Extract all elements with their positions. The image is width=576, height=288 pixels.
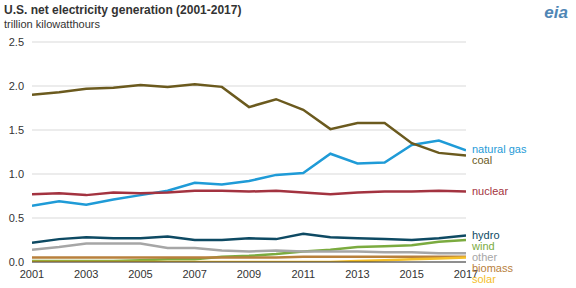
svg-text:biomass: biomass bbox=[472, 262, 513, 274]
svg-text:other: other bbox=[472, 251, 497, 263]
svg-text:2.5: 2.5 bbox=[9, 36, 24, 48]
svg-text:2013: 2013 bbox=[345, 268, 369, 280]
svg-text:hydro: hydro bbox=[472, 229, 500, 241]
svg-text:2007: 2007 bbox=[183, 268, 207, 280]
svg-text:2001: 2001 bbox=[20, 268, 44, 280]
svg-text:coal: coal bbox=[472, 154, 492, 166]
svg-text:2003: 2003 bbox=[74, 268, 98, 280]
svg-text:2.0: 2.0 bbox=[9, 80, 24, 92]
svg-text:solar: solar bbox=[472, 273, 496, 285]
svg-text:0.5: 0.5 bbox=[9, 212, 24, 224]
svg-text:1.5: 1.5 bbox=[9, 124, 24, 136]
svg-text:natural gas: natural gas bbox=[472, 143, 527, 155]
svg-text:trillion kilowatthours: trillion kilowatthours bbox=[8, 18, 100, 30]
svg-text:2011: 2011 bbox=[291, 268, 315, 280]
svg-text:eia: eia bbox=[544, 3, 568, 22]
svg-text:nuclear: nuclear bbox=[472, 185, 508, 197]
svg-text:U.S. net electricity generatio: U.S. net electricity generation (2001-20… bbox=[8, 3, 241, 17]
svg-text:0.0: 0.0 bbox=[9, 256, 24, 268]
svg-text:2005: 2005 bbox=[128, 268, 152, 280]
svg-text:2009: 2009 bbox=[237, 268, 261, 280]
svg-text:2017: 2017 bbox=[454, 268, 478, 280]
svg-text:1.0: 1.0 bbox=[9, 168, 24, 180]
svg-text:2015: 2015 bbox=[400, 268, 424, 280]
svg-text:wind: wind bbox=[471, 240, 495, 252]
